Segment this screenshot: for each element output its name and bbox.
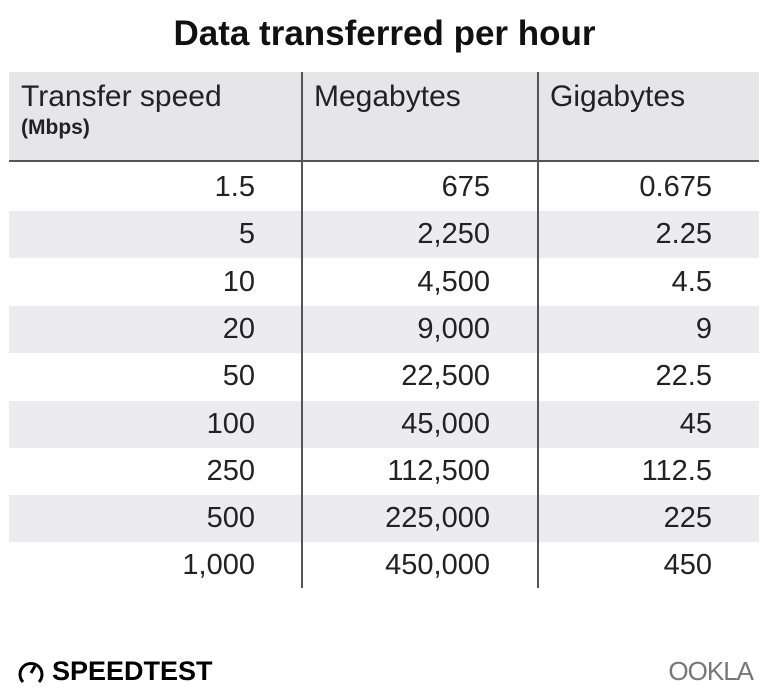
- table-cell: 9,000: [417, 312, 490, 345]
- table-cell: 10: [222, 265, 255, 298]
- table-cell: 2.25: [655, 218, 712, 251]
- table-cell: 50: [222, 360, 255, 393]
- table-row: 1,000 450,000 450: [9, 542, 759, 589]
- table-row: 50 22,500 22.5: [9, 353, 759, 400]
- table-cell: 20: [222, 312, 255, 345]
- table-cell: 112,500: [387, 454, 490, 487]
- table-cell: 450,000: [385, 549, 490, 582]
- table-cell: 9: [695, 312, 712, 345]
- table-cell: 250: [206, 454, 255, 487]
- table-cell: 5: [238, 218, 255, 251]
- header-megabytes: Megabytes: [314, 80, 461, 113]
- ookla-logo: OOKLA: [668, 656, 754, 686]
- table-cell: 225,000: [385, 502, 490, 535]
- table-cell: 112.5: [641, 454, 712, 487]
- table-row: 500 225,000 225: [9, 495, 759, 543]
- table-cell: 2,250: [417, 218, 490, 251]
- column-divider: [537, 72, 539, 588]
- table-row: 10 4,500 4.5: [9, 259, 759, 306]
- speedometer-icon: [18, 661, 44, 683]
- table-cell: 500: [206, 502, 255, 535]
- table-cell: 45: [679, 407, 712, 440]
- table-cell: 4,500: [417, 265, 490, 298]
- table-cell: 1.5: [214, 171, 255, 203]
- speedtest-wordmark: SPEEDTEST: [52, 656, 213, 686]
- column-divider: [301, 72, 303, 588]
- table-row: 1.5 675 0.675: [9, 164, 759, 211]
- chart-title: Data transferred per hour: [173, 14, 596, 53]
- table-row: 250 112,500 112.5: [9, 448, 759, 495]
- header-gigabytes: Gigabytes: [550, 80, 686, 113]
- table-row: 5 2,250 2.25: [9, 211, 759, 259]
- table-cell: 450: [663, 549, 712, 582]
- table-cell: 100: [206, 407, 255, 440]
- header-unit: (Mbps): [21, 116, 90, 139]
- table-cell: 45,000: [401, 407, 490, 440]
- table-row: 20 9,000 9: [9, 305, 759, 353]
- table-header: Transfer speed (Mbps) Megabytes Gigabyte…: [9, 72, 759, 162]
- table-cell: 4.5: [671, 265, 712, 298]
- header-label: Transfer speed: [21, 80, 222, 113]
- table-cell: 675: [441, 171, 490, 203]
- table-cell: 22.5: [655, 360, 712, 393]
- header-transfer-speed: Transfer speed (Mbps): [21, 80, 222, 140]
- speedtest-logo: SPEEDTEST: [18, 656, 213, 687]
- table-cell: 1,000: [182, 549, 255, 582]
- table-row: 100 45,000 45: [9, 400, 759, 448]
- table-cell: 225: [663, 502, 712, 535]
- table-cell: 22,500: [401, 360, 490, 393]
- table-cell: 0.675: [639, 171, 712, 203]
